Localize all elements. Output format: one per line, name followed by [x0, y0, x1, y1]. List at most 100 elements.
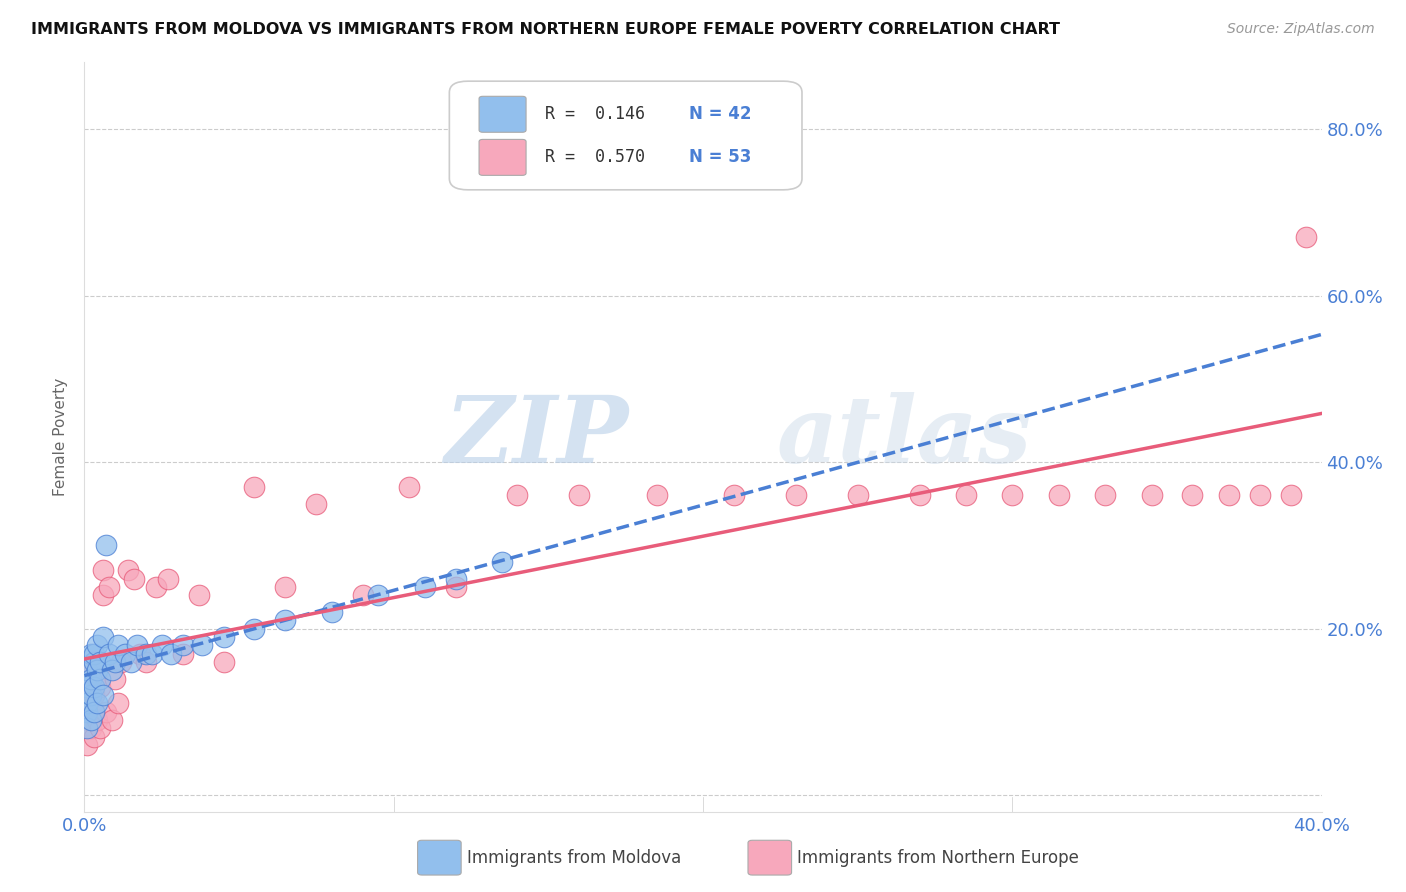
Point	[101, 663, 124, 677]
Point	[908, 488, 931, 502]
Point	[122, 572, 145, 586]
Point	[1140, 488, 1163, 502]
Point	[94, 538, 117, 552]
Text: R =  0.570: R = 0.570	[544, 148, 644, 167]
Point	[156, 572, 179, 586]
Point	[86, 638, 108, 652]
Point	[145, 580, 167, 594]
Point	[91, 630, 114, 644]
Text: Immigrants from Northern Europe: Immigrants from Northern Europe	[797, 849, 1078, 867]
Point	[352, 588, 374, 602]
Point	[76, 722, 98, 736]
Point	[79, 663, 101, 677]
Point	[1047, 488, 1070, 502]
Text: atlas: atlas	[778, 392, 1032, 482]
Point	[79, 647, 101, 661]
Point	[83, 680, 105, 694]
Point	[723, 488, 745, 502]
Point	[104, 655, 127, 669]
Point	[83, 730, 105, 744]
Point	[243, 480, 266, 494]
Point	[491, 555, 513, 569]
Point	[107, 638, 129, 652]
Point	[212, 655, 235, 669]
Point	[98, 647, 121, 661]
Point	[79, 722, 101, 736]
Point	[135, 647, 157, 661]
Point	[83, 655, 105, 669]
Point	[135, 655, 157, 669]
Point	[98, 580, 121, 594]
Point	[129, 647, 152, 661]
Point	[83, 647, 105, 661]
Point	[398, 480, 420, 494]
Point	[76, 680, 98, 694]
Point	[83, 688, 105, 702]
Point	[76, 705, 98, 719]
Point	[76, 738, 98, 752]
Point	[645, 488, 668, 502]
Point	[76, 663, 98, 677]
Point	[107, 697, 129, 711]
Point	[114, 647, 136, 661]
Text: N = 42: N = 42	[689, 105, 752, 123]
Point	[79, 688, 101, 702]
Point	[104, 672, 127, 686]
Text: ZIP: ZIP	[444, 392, 628, 482]
Point	[172, 638, 194, 652]
Point	[1001, 488, 1024, 502]
Point	[76, 713, 98, 727]
Point	[110, 655, 132, 669]
Point	[150, 638, 173, 652]
Point	[86, 697, 108, 711]
Point	[86, 672, 108, 686]
Point	[506, 488, 529, 502]
Point	[94, 705, 117, 719]
Point	[1279, 488, 1302, 502]
Text: IMMIGRANTS FROM MOLDOVA VS IMMIGRANTS FROM NORTHERN EUROPE FEMALE POVERTY CORREL: IMMIGRANTS FROM MOLDOVA VS IMMIGRANTS FR…	[31, 22, 1060, 37]
Point	[1181, 488, 1204, 502]
Text: Immigrants from Moldova: Immigrants from Moldova	[467, 849, 681, 867]
Point	[125, 638, 148, 652]
Point	[413, 580, 436, 594]
Point	[321, 605, 343, 619]
Point	[76, 680, 98, 694]
Point	[274, 580, 297, 594]
Point	[120, 655, 142, 669]
Point	[172, 647, 194, 661]
Point	[86, 713, 108, 727]
Text: N = 53: N = 53	[689, 148, 752, 167]
Point	[76, 697, 98, 711]
Text: R =  0.146: R = 0.146	[544, 105, 644, 123]
Point	[568, 488, 591, 502]
Point	[89, 722, 111, 736]
Point	[1094, 488, 1116, 502]
Point	[89, 680, 111, 694]
Point	[141, 647, 163, 661]
Point	[89, 655, 111, 669]
Point	[785, 488, 807, 502]
Point	[1249, 488, 1271, 502]
Point	[212, 630, 235, 644]
FancyBboxPatch shape	[450, 81, 801, 190]
Point	[243, 622, 266, 636]
Point	[305, 497, 328, 511]
Point	[846, 488, 869, 502]
FancyBboxPatch shape	[479, 139, 526, 176]
Point	[86, 663, 108, 677]
Point	[444, 580, 467, 594]
Point	[955, 488, 977, 502]
Text: Source: ZipAtlas.com: Source: ZipAtlas.com	[1227, 22, 1375, 37]
Point	[79, 713, 101, 727]
Point	[83, 705, 105, 719]
Point	[1295, 230, 1317, 244]
Point	[91, 588, 114, 602]
Point	[91, 563, 114, 577]
Y-axis label: Female Poverty: Female Poverty	[53, 378, 69, 496]
Point	[79, 697, 101, 711]
Point	[274, 613, 297, 627]
Point	[191, 638, 214, 652]
Point	[79, 672, 101, 686]
Point	[101, 713, 124, 727]
Point	[117, 563, 139, 577]
